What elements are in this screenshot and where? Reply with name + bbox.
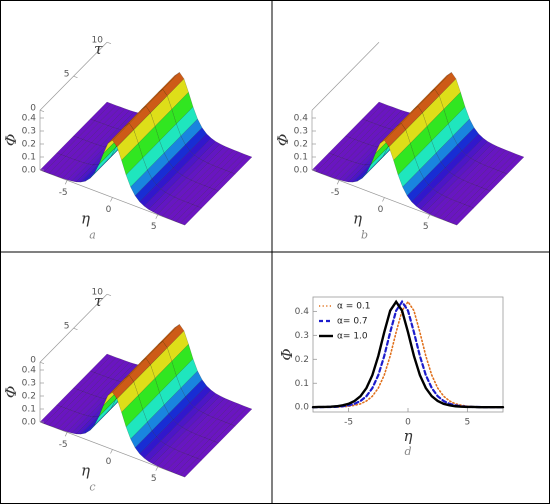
z-tick-label: 0.0 [22,166,37,176]
x-tick-label: 5 [151,474,157,484]
x-tick [336,180,340,185]
z-tick-label: 0.1 [294,153,308,163]
z-tick-label: 0.3 [294,127,308,137]
x-tick-label: 5 [465,418,471,428]
y-tick-label: 0.4 [295,307,310,317]
z-tick-label: 0.3 [22,379,36,389]
x-tick-label: 0 [106,457,112,467]
y-tick-label: 0 [30,104,36,114]
y-tick-label: 10 [92,36,104,46]
z-tick-label: 0.0 [22,418,37,428]
legend-label: α = 0.1 [337,302,371,312]
y-tick [73,327,78,331]
surface-patch [502,155,525,175]
x-tick-label: 0 [106,205,112,215]
x-tick-label: 0 [405,418,411,428]
surface-patch [180,458,203,478]
x-tick [110,449,113,454]
surface-patch [452,206,475,226]
legend-label: α= 0.7 [337,317,368,327]
z-tick-label: 0.3 [22,127,36,137]
y-tick-label: 5 [64,70,70,80]
x-tick [110,197,113,202]
x-tick-label: 0 [378,205,384,215]
panel: 0.0 0.1 0.2 0.3 0.4 -5 0 5 Φηb [273,41,525,242]
y-tick [106,293,112,297]
z-tick-label: 0.1 [22,405,36,415]
y-axis-title: τ [94,292,103,310]
x-tick-label: 5 [151,222,157,232]
surface-patch [213,424,236,444]
z-tick-label: 0.2 [294,140,308,150]
x-axis-title: η [404,427,413,445]
x-tick [155,466,159,471]
y-tick-label: 0.3 [295,331,309,341]
axis-line [39,421,186,478]
x-tick-label: -5 [59,188,68,198]
x-tick [155,214,159,219]
x-axis-title: η [81,462,90,480]
panel: 0.0 0.1 0.2 0.3 0.4 -5 0 5 α = 0.1 α= 0.7 α= 1.0 Φη… [278,296,505,458]
axis-line [311,41,380,111]
surface-patch [230,407,253,427]
panel-label: c [89,481,95,494]
z-axis-title: Φ [273,132,293,147]
surface-patch [196,189,219,209]
y-axis-title: τ [94,40,103,58]
y-tick-label: 0 [30,356,36,366]
y-tick-label: 10 [92,288,104,298]
surface-patch [180,206,203,226]
series-line [311,299,505,409]
surface-patch [468,189,491,209]
z-tick-label: 0.2 [22,392,36,402]
y-tick [39,109,45,113]
z-tick-label: 0.4 [294,114,309,124]
surface-patch [196,441,219,461]
axis-line [39,169,186,226]
panel-label: d [404,445,411,458]
y-tick-label: 0.0 [295,403,310,413]
panel-label: b [361,229,368,242]
legend-label: α= 1.0 [337,332,368,342]
z-tick-label: 0.4 [22,114,37,124]
surface-patch [213,172,236,192]
z-tick-label: 0.4 [22,366,37,376]
x-tick [64,180,68,185]
y-tick-label: 5 [64,322,70,332]
y-tick [39,361,45,365]
panel-label: a [89,229,96,242]
surface-patch [230,155,253,175]
x-tick-label: -5 [344,418,353,428]
y-tick [106,41,112,45]
z-tick-label: 0.2 [22,140,36,150]
x-axis-title: η [81,210,90,228]
surface-patch [485,172,508,192]
y-tick [73,75,78,79]
x-tick-label: 5 [423,222,429,232]
z-axis-title: Φ [1,132,21,147]
x-tick [382,197,385,202]
x-tick-label: -5 [331,188,340,198]
x-axis-title: η [353,210,362,228]
axis-line [311,169,458,226]
z-tick-label: 0.1 [22,153,36,163]
y-tick-label: 0.1 [295,379,309,389]
y-tick-label: 0.2 [295,355,309,365]
x-tick [427,214,431,219]
z-tick-label: 0.0 [294,166,309,176]
y-axis-title: Φ [278,348,296,360]
x-tick [64,432,68,437]
z-axis-title: Φ [1,384,21,399]
x-tick-label: -5 [59,440,68,450]
